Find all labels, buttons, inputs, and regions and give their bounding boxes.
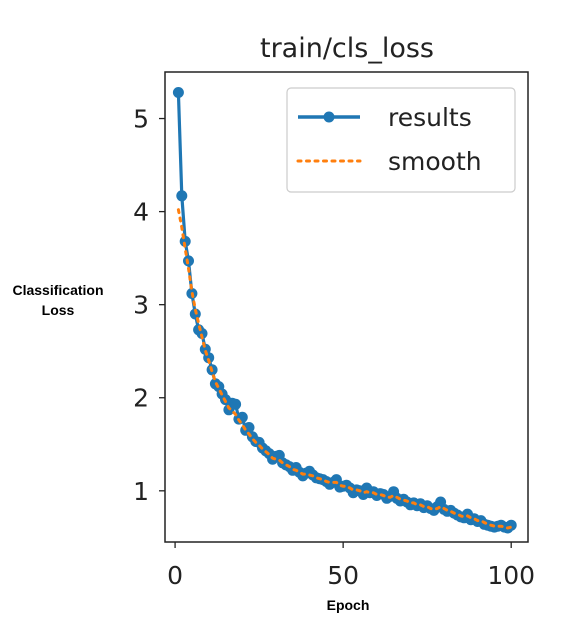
results-point (199, 343, 211, 355)
results-point (230, 398, 242, 410)
x-tick-label: 0 (167, 561, 183, 590)
y-axis-ticks: 1 2 3 4 5 (133, 105, 165, 506)
legend-results-label: results (388, 103, 472, 132)
y-tick-label: 2 (133, 384, 149, 413)
legend-smooth-label: smooth (388, 147, 482, 176)
x-tick-label: 100 (487, 561, 535, 590)
smooth-line (176, 208, 513, 530)
x-tick-label: 50 (327, 561, 359, 590)
chart-title: train/cls_loss (260, 33, 434, 64)
results-point (172, 87, 184, 98)
plot-frame (164, 71, 529, 543)
x-axis-label: Epoch (327, 597, 370, 613)
y-tick-label: 5 (133, 105, 149, 134)
legend-box (286, 87, 516, 193)
y-axis-label-line-2: Loss (42, 302, 75, 318)
y-tick-label: 3 (133, 291, 149, 320)
plot-content (172, 87, 517, 534)
y-tick-label: 1 (133, 477, 149, 506)
results-point (243, 422, 255, 433)
x-axis-ticks: 0 50 100 (167, 542, 535, 590)
legend: results smooth (286, 87, 516, 193)
legend-results-marker (323, 111, 335, 123)
results-point (176, 190, 188, 202)
y-tick-label: 4 (133, 198, 149, 227)
y-axis-label: Classification (12, 282, 103, 298)
